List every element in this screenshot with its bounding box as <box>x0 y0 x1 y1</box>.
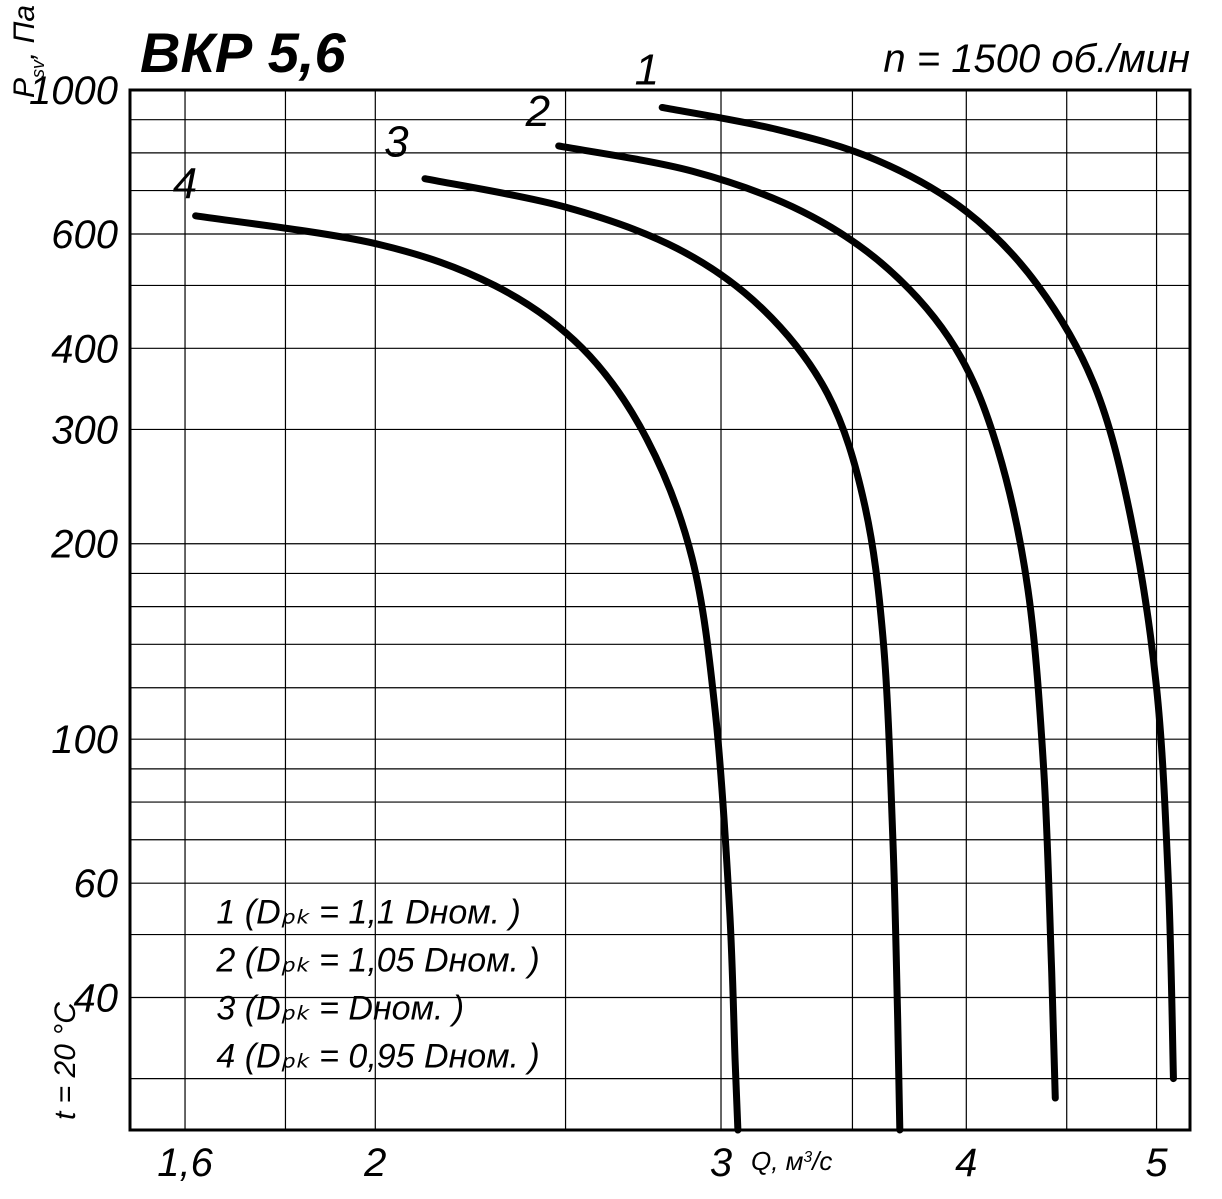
x-tick-label: 2 <box>363 1141 386 1185</box>
legend-layer: 1 (Dₚₖ = 1,1 Dном. ) 2 (Dₚₖ = 1,05 Dном. … <box>215 894 539 1076</box>
y-tick-label: 200 <box>50 523 118 567</box>
x-tick-label: 4 <box>955 1141 977 1185</box>
legend-item-3: 3 (Dₚₖ = Dном. ) <box>216 990 464 1028</box>
curve-label-4: 4 <box>173 160 197 209</box>
curve-3 <box>425 179 900 1130</box>
y-tick-label: 300 <box>51 408 118 452</box>
svg-text:t = 20 °C: t = 20 °C <box>49 1002 82 1120</box>
y-tick-label: 600 <box>51 213 118 257</box>
curve-1 <box>662 107 1173 1078</box>
y-tick-label: 100 <box>51 718 118 762</box>
y-tick-label: 60 <box>74 862 119 906</box>
curve-label-3: 3 <box>384 117 409 166</box>
curve-2 <box>559 146 1056 1098</box>
fan-performance-chart: 1,6234540601002003004006001000ВКР 5,6n =… <box>0 0 1222 1199</box>
y-tick-label: 400 <box>51 327 118 371</box>
x-tick-label: 1,6 <box>157 1141 213 1185</box>
legend-item-2: 2 (Dₚₖ = 1,05 Dном. ) <box>215 942 539 980</box>
temperature-label: t = 20 °C <box>49 1002 82 1120</box>
curve-label-1: 1 <box>635 45 659 94</box>
chart-title: ВКР 5,6 <box>140 21 346 84</box>
legend-item-4: 4 (Dₚₖ = 0,95 Dном. ) <box>216 1038 539 1076</box>
legend-item-1: 1 (Dₚₖ = 1,1 Dном. ) <box>216 894 520 932</box>
x-tick-label: 5 <box>1145 1141 1168 1185</box>
chart-subtitle: n = 1500 об./мин <box>883 37 1190 81</box>
curve-label-2: 2 <box>525 87 550 136</box>
x-axis-label: Q, м3/с <box>751 1146 832 1176</box>
x-tick-label: 3 <box>710 1141 732 1185</box>
